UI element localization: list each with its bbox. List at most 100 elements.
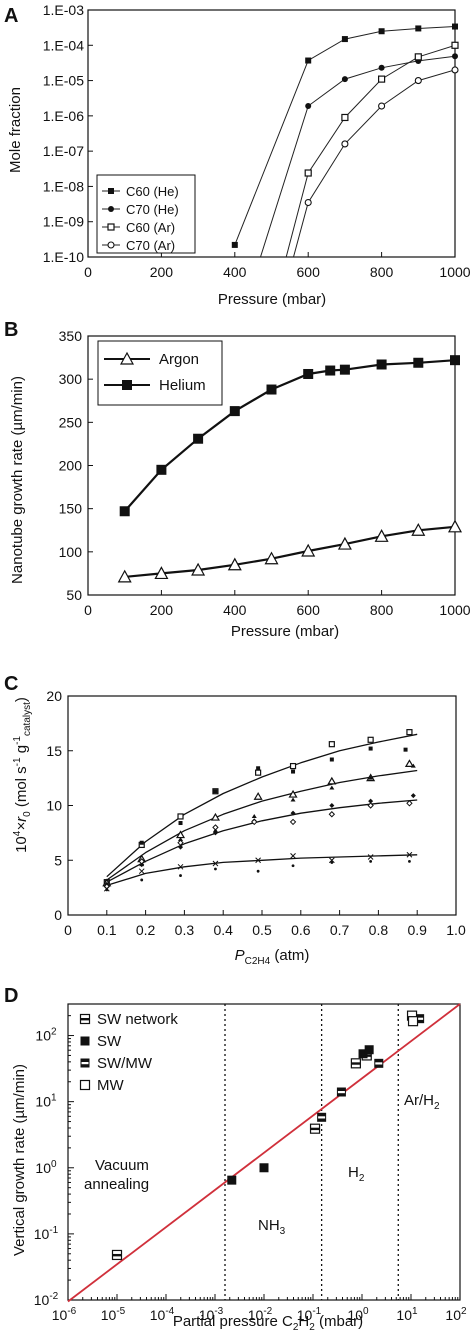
- panel-c-data-point: [214, 867, 217, 871]
- panel-d-legend-label: SW: [97, 1033, 122, 1050]
- panel-a-label: A: [4, 5, 18, 27]
- panel-a-series-line: [293, 69, 455, 257]
- panel-d-y-tick-label: 101: [35, 1093, 57, 1110]
- region-label-annealing: annealing: [84, 1176, 149, 1193]
- panel-a-legend-marker: [107, 223, 115, 231]
- panel-c-data-point: [290, 853, 296, 859]
- panel-c-data-point: [212, 830, 218, 836]
- panel-c-data-point: [212, 860, 219, 867]
- panel-c-data-point: [403, 747, 408, 752]
- panel-b-data-point: [301, 543, 316, 557]
- panel-c-data-point: [330, 861, 334, 864]
- panel-d-x-tick-label: 10-2: [248, 1306, 273, 1323]
- panel-d-data-point: [415, 1014, 425, 1024]
- panel-c-data-point: [410, 793, 416, 799]
- panel-a-y-tick-label: 1.E-09: [43, 214, 84, 230]
- panel-c-data-point: [406, 729, 413, 736]
- panel-b-x-tick-label: 1000: [439, 602, 470, 618]
- panel-b-data-point: [227, 557, 242, 571]
- panel-a-series-line: [285, 44, 455, 257]
- panel-c-x-tick-label: 0.4: [213, 922, 233, 938]
- panel-a-x-tick-label: 400: [223, 264, 247, 280]
- panel-c-data-point: [291, 769, 296, 774]
- panel-b-x-tick-label: 200: [150, 602, 174, 618]
- panel-b-data-point: [413, 357, 424, 368]
- panel-c-data-point: [404, 759, 414, 767]
- panel-a-data-point: [304, 169, 312, 177]
- panel-c-data-point: [329, 757, 334, 762]
- panel-b-series-line: [124, 525, 456, 578]
- panel-d-legend-label: SW/MW: [97, 1055, 153, 1072]
- panel-b-data-point: [193, 433, 204, 444]
- panel-a-series-line: [234, 26, 455, 246]
- panel-d-data-point: [350, 1058, 361, 1069]
- panel-b-y-tick-label: 350: [59, 328, 83, 344]
- panel-c-data-point: [177, 813, 184, 820]
- panel-a-y-tick-label: 1.E-03: [43, 2, 84, 18]
- panel-d-fit-line: [67, 1003, 461, 1303]
- panel-a-legend-marker: [108, 188, 114, 194]
- panel-a-legend-label: C70 (Ar): [126, 238, 175, 253]
- panel-a-data-point: [451, 66, 459, 74]
- panel-b-y-tick-label: 250: [59, 414, 83, 430]
- panel-c-data-point: [367, 802, 374, 809]
- panel-c-data-point: [105, 888, 109, 892]
- region-label-ar-h2: Ar/H2: [404, 1092, 440, 1112]
- panel-b-label: B: [4, 319, 18, 341]
- panel-c-data-point: [367, 736, 374, 743]
- panel-d-legend-marker: [80, 1036, 90, 1046]
- panel-b-legend-marker: [119, 351, 135, 365]
- panel-d-y-tick-label: 10-2: [34, 1291, 59, 1308]
- panel-d-data-point-band: [318, 1116, 326, 1119]
- panel-c-data-point: [368, 775, 374, 780]
- panel-b-data-point: [447, 519, 463, 533]
- panel-a-series-line: [260, 55, 455, 257]
- panel-d-data-point-band: [112, 1253, 122, 1257]
- panel-d-data-point: [227, 1175, 237, 1185]
- panel-a-legend-marker: [107, 241, 115, 249]
- panel-d-y-tick-label: 102: [35, 1027, 57, 1044]
- panel-d-x-tick-label: 10-4: [150, 1306, 175, 1323]
- panel-c-fit-curve: [106, 854, 418, 887]
- panel-d-data-point-band: [337, 1090, 345, 1094]
- panel-a-y-tick-label: 1.E-08: [43, 178, 84, 194]
- panel-a-data-point: [414, 53, 422, 61]
- panel-b-data-point: [376, 359, 387, 370]
- panel-c-y-tick-label: 5: [54, 852, 62, 868]
- panel-c-data-point: [256, 869, 260, 873]
- panel-b-data-point: [154, 566, 169, 580]
- panel-c-data-point: [251, 818, 258, 826]
- panel-d-x-tick-label: 10-6: [52, 1306, 77, 1323]
- panel-b-x-axis-label: Pressure (mbar): [231, 623, 339, 640]
- panel-c-x-tick-label: 0.1: [97, 922, 117, 938]
- panel-d-y-tick-label: 10-1: [34, 1225, 59, 1242]
- panel-b-legend-marker: [122, 380, 132, 390]
- panel-c-y-axis-label: 104×r0 (mol s-1 g-1catalyst): [12, 697, 33, 853]
- panel-a-y-axis-label: Mole fraction: [7, 87, 24, 173]
- panel-a-data-point: [378, 64, 385, 71]
- panel-c-data-point: [367, 854, 374, 860]
- panel-d: D Partial pressure C2H2 (mbar) Vertical …: [4, 985, 467, 1333]
- panel-c-data-point: [138, 868, 145, 875]
- panel-c-data-point: [140, 878, 144, 882]
- panel-a-data-point: [305, 103, 312, 110]
- panel-c-x-tick-label: 1.0: [446, 922, 466, 938]
- panel-d-data-point: [336, 1087, 346, 1097]
- panel-a-y-tick-label: 1.E-05: [43, 73, 84, 89]
- panel-d-legend-marker: [79, 1079, 91, 1091]
- panel-c-x-tick-label: 0.8: [369, 922, 389, 938]
- panel-c-data-point: [410, 763, 416, 768]
- panel-b-data-point: [264, 551, 279, 565]
- panel-c-data-point: [329, 803, 335, 808]
- panel-a-data-point: [305, 57, 312, 64]
- panel-c-data-point: [406, 800, 413, 807]
- panel-c-data-point: [256, 766, 261, 771]
- panel-c-data-point: [291, 864, 295, 868]
- panel-c-data-point: [369, 859, 373, 863]
- panel-d-data-point-band: [310, 1127, 320, 1131]
- panel-d-data-point: [364, 1045, 374, 1055]
- panel-d-x-tick-label: 10-1: [297, 1306, 322, 1323]
- panel-c-data-point: [328, 811, 336, 818]
- panel-b-data-point: [450, 355, 460, 366]
- panel-b-data-point: [337, 536, 352, 550]
